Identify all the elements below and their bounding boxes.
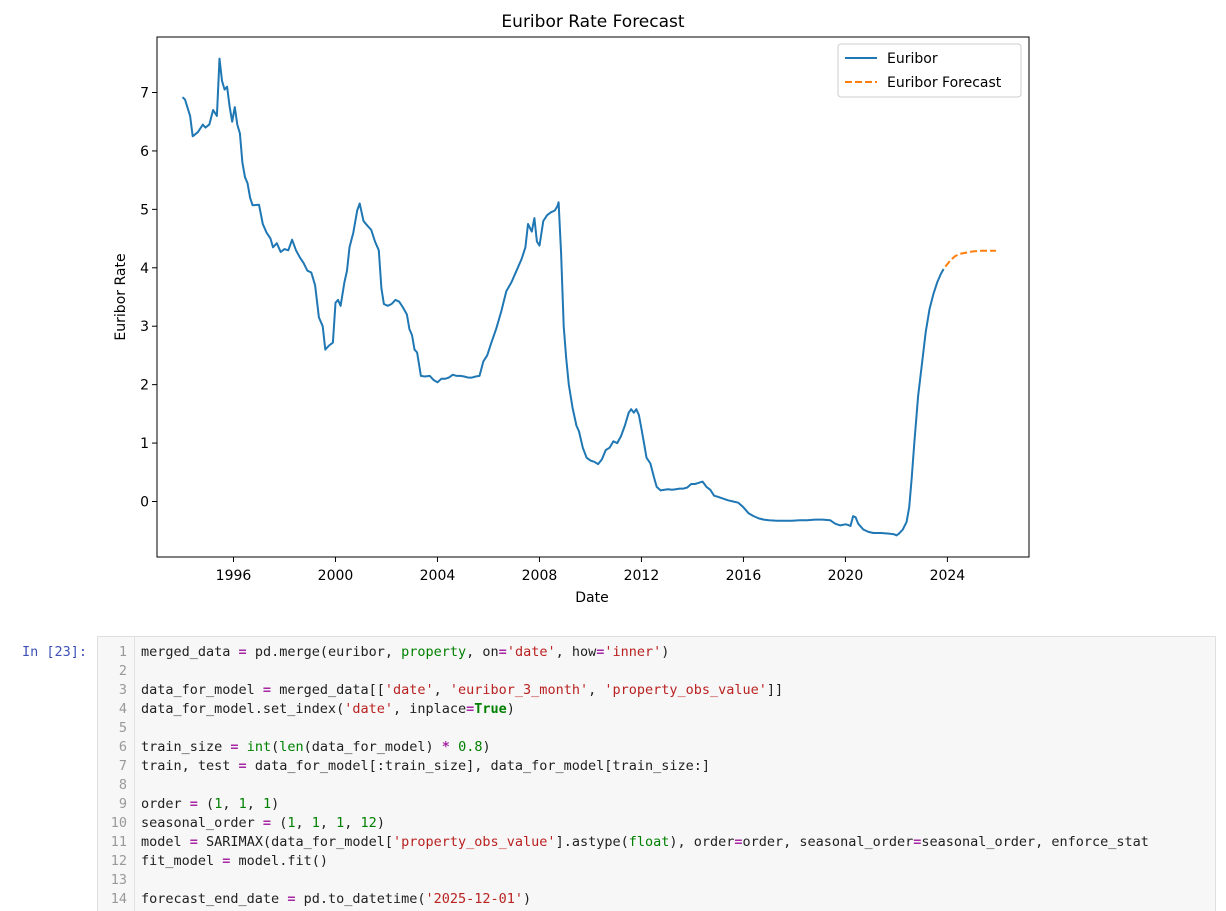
line-number: 10 bbox=[110, 815, 127, 831]
line-number: 6 bbox=[118, 739, 127, 755]
y-tick-label: 4 bbox=[140, 261, 149, 277]
line-number: 3 bbox=[118, 682, 127, 698]
euribor-forecast-chart: Euribor Rate Forecast 0 1 2 3 4 5 6 7 1996 2000 2… bbox=[113, 12, 1030, 606]
cell-prompt: In [23]: bbox=[22, 644, 88, 660]
line-number: 9 bbox=[118, 796, 127, 812]
x-tick-label: 2012 bbox=[624, 568, 660, 584]
code-text[interactable]: order = (1, 1, 1) bbox=[141, 796, 280, 812]
y-tick-label: 2 bbox=[140, 378, 149, 394]
y-tick-label: 5 bbox=[140, 202, 149, 218]
x-tick-label: 2024 bbox=[930, 568, 966, 584]
code-text[interactable]: seasonal_order = (1, 1, 1, 12) bbox=[141, 815, 385, 831]
line-number: 12 bbox=[110, 853, 127, 869]
code-cell[interactable]: 1 merged_data = pd.merge(euribor, propert… bbox=[97, 636, 1216, 911]
code-text[interactable]: model = SARIMAX(data_for_model['property… bbox=[141, 834, 1149, 850]
code-text[interactable]: data_for_model = merged_data[['date', 'e… bbox=[141, 682, 784, 698]
legend-label-euribor: Euribor bbox=[887, 51, 938, 67]
legend-box bbox=[837, 43, 1022, 98]
y-tick-label: 0 bbox=[140, 494, 149, 510]
x-tick-label: 2020 bbox=[828, 568, 864, 584]
code-text[interactable]: train_size = int(len(data_for_model) * 0… bbox=[141, 739, 491, 755]
y-tick-label: 7 bbox=[140, 86, 149, 102]
legend-label-forecast: Euribor Forecast bbox=[887, 75, 1002, 91]
line-number: 11 bbox=[110, 834, 127, 850]
x-tick-label: 2004 bbox=[420, 568, 456, 584]
code-text[interactable]: data_for_model.set_index('date', inplace… bbox=[141, 701, 515, 717]
code-text[interactable]: forecast_end_date = pd.to_datetime('2025… bbox=[141, 891, 532, 907]
x-axis-label: Date bbox=[575, 590, 608, 606]
code-text[interactable]: train, test = data_for_model[:train_size… bbox=[141, 758, 710, 774]
line-number: 2 bbox=[118, 663, 127, 679]
code-text[interactable]: merged_data = pd.merge(euribor, property… bbox=[141, 644, 670, 660]
forecast-series-line bbox=[944, 249, 996, 268]
code-text[interactable]: fit_model = model.fit() bbox=[141, 853, 328, 869]
y-tick-label: 3 bbox=[140, 319, 149, 335]
x-tick-label: 2008 bbox=[522, 568, 558, 584]
chart-title: Euribor Rate Forecast bbox=[501, 12, 684, 32]
y-tick-label: 6 bbox=[140, 144, 149, 160]
y-axis-label: Euribor Rate bbox=[113, 253, 129, 340]
line-number-gutter bbox=[98, 637, 135, 911]
line-number: 7 bbox=[118, 758, 127, 774]
x-axis-ticks: 1996 2000 2004 2008 2012 2016 2020 2024 bbox=[216, 557, 966, 584]
x-tick-label: 1996 bbox=[216, 568, 252, 584]
y-tick-label: 1 bbox=[140, 436, 149, 452]
series-lines bbox=[181, 57, 996, 537]
line-number: 4 bbox=[118, 701, 127, 717]
x-tick-label: 2016 bbox=[726, 568, 762, 584]
line-number: 13 bbox=[110, 872, 127, 888]
legend: Euribor Euribor Forecast bbox=[837, 43, 1022, 98]
line-number: 14 bbox=[110, 891, 127, 907]
line-number: 8 bbox=[118, 777, 127, 793]
line-number: 5 bbox=[118, 720, 127, 736]
line-number: 1 bbox=[118, 644, 127, 660]
plot-area bbox=[156, 36, 1030, 558]
y-axis-ticks: 0 1 2 3 4 5 6 7 bbox=[140, 86, 157, 510]
x-tick-label: 2000 bbox=[318, 568, 354, 584]
euribor-series-line bbox=[181, 57, 945, 537]
